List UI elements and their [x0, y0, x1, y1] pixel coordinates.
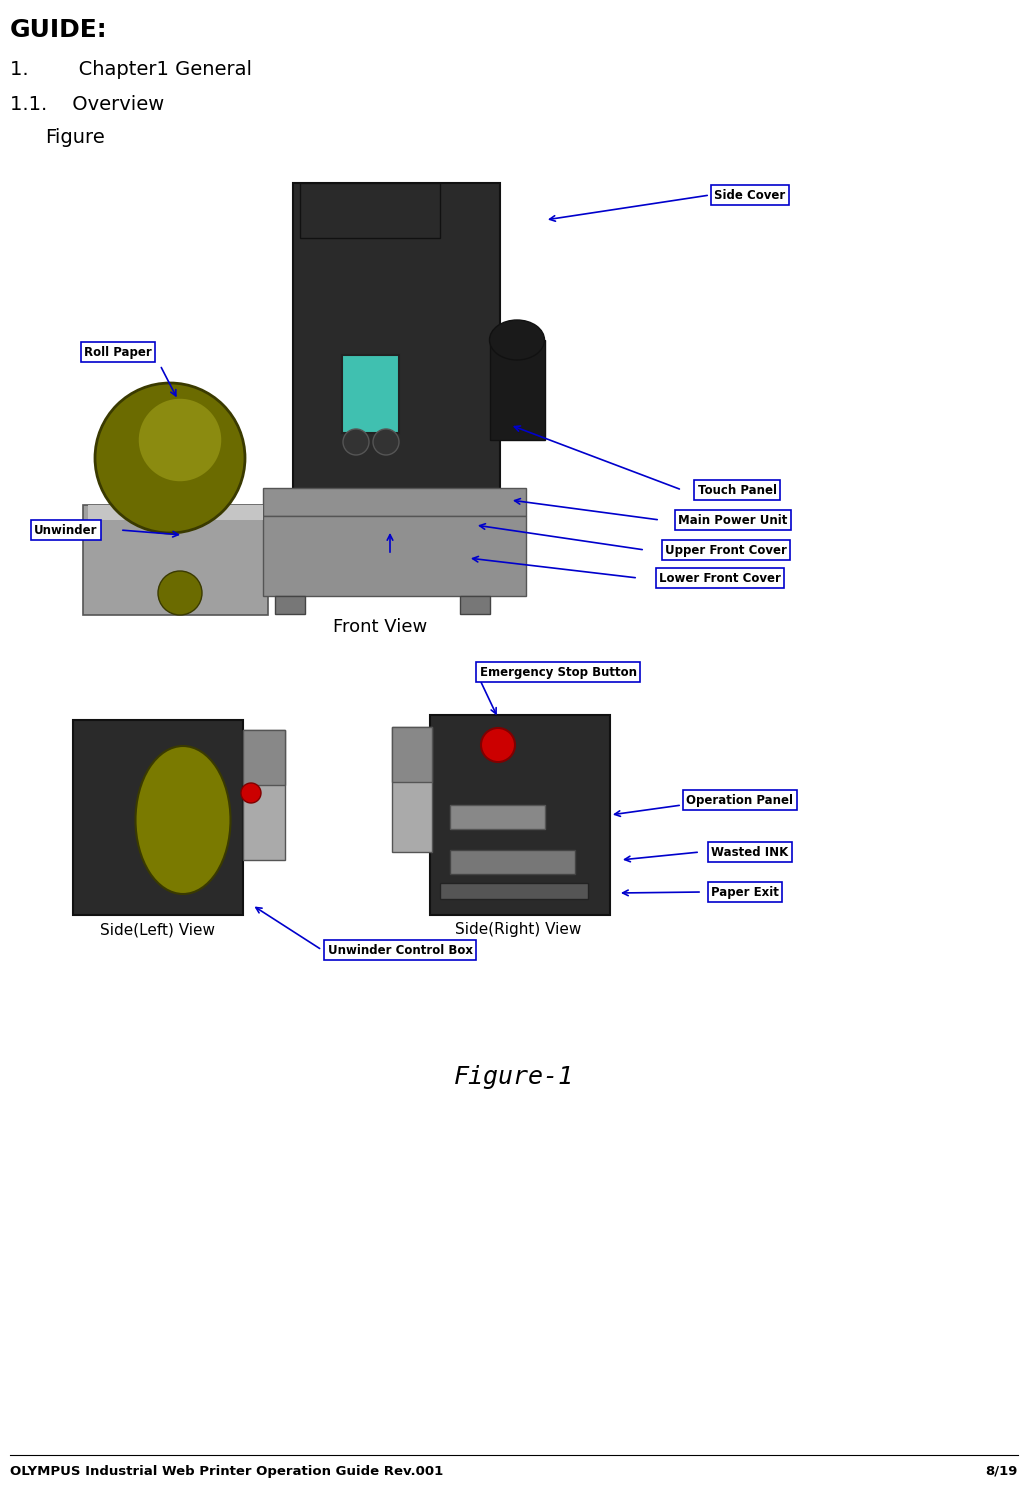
Text: Roll Paper: Roll Paper [84, 346, 152, 358]
Bar [430, 715, 610, 915]
Bar [88, 506, 263, 521]
Bar [460, 596, 490, 614]
Bar [440, 883, 588, 898]
Text: Wasted INK: Wasted INK [711, 846, 788, 858]
Bar [263, 516, 526, 596]
Text: Figure: Figure [45, 128, 105, 147]
Text: Main Power Unit: Main Power Unit [678, 513, 787, 527]
Text: 8/19: 8/19 [986, 1464, 1018, 1478]
Circle shape [241, 783, 261, 804]
Circle shape [95, 382, 245, 533]
Bar [243, 730, 285, 786]
Text: Upper Front Cover: Upper Front Cover [665, 543, 787, 557]
Bar [243, 730, 285, 859]
Circle shape [158, 570, 201, 616]
Text: Side(Right) View: Side(Right) View [454, 923, 581, 938]
Text: Side Cover: Side Cover [714, 188, 785, 202]
Circle shape [373, 429, 399, 455]
Text: GUIDE:: GUIDE: [10, 18, 108, 42]
Bar [450, 850, 575, 874]
Circle shape [481, 728, 515, 762]
Text: Unwinder Control Box: Unwinder Control Box [328, 944, 473, 957]
Text: 1.1.    Overview: 1.1. Overview [10, 95, 164, 114]
Ellipse shape [136, 746, 230, 894]
Bar [263, 488, 526, 516]
Text: Lower Front Cover: Lower Front Cover [659, 572, 781, 584]
Bar [342, 355, 399, 433]
Text: Paper Exit: Paper Exit [711, 885, 779, 898]
Bar [392, 727, 432, 783]
Text: Operation Panel: Operation Panel [687, 793, 794, 807]
Bar [293, 184, 500, 494]
Text: Emergency Stop Button: Emergency Stop Button [479, 665, 636, 679]
Bar [490, 340, 545, 439]
Bar [83, 506, 268, 616]
Bar [73, 719, 243, 915]
Bar [276, 596, 305, 614]
Text: Side(Left) View: Side(Left) View [101, 923, 216, 938]
Circle shape [139, 399, 221, 482]
Text: Front View: Front View [333, 619, 427, 637]
Bar [450, 805, 545, 829]
Text: OLYMPUS Industrial Web Printer Operation Guide Rev.001: OLYMPUS Industrial Web Printer Operation… [10, 1464, 443, 1478]
Text: 1.        Chapter1 General: 1. Chapter1 General [10, 60, 252, 78]
Bar [392, 727, 432, 852]
Circle shape [343, 429, 369, 455]
Bar [300, 184, 440, 238]
Ellipse shape [489, 321, 545, 360]
Text: Unwinder: Unwinder [34, 524, 98, 536]
Text: Touch Panel: Touch Panel [698, 483, 776, 497]
Text: Figure-1: Figure-1 [454, 1066, 574, 1090]
